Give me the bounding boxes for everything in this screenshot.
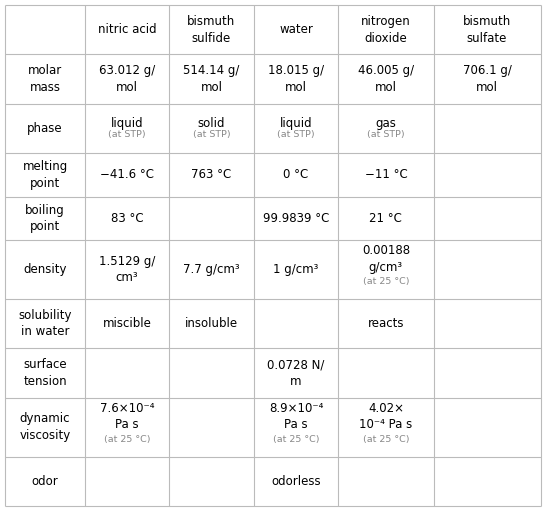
Text: molar
mass: molar mass [28,64,62,94]
Text: (at STP): (at STP) [367,130,405,139]
Text: 4.02×
10⁻⁴ Pa s: 4.02× 10⁻⁴ Pa s [359,402,413,431]
Text: −41.6 °C: −41.6 °C [100,169,154,181]
Text: (at 25 °C): (at 25 °C) [363,277,409,286]
Text: liquid: liquid [280,117,312,130]
Text: (at 25 °C): (at 25 °C) [273,434,319,444]
Text: (at STP): (at STP) [108,130,146,139]
Text: 0.0728 N/
m: 0.0728 N/ m [268,358,325,388]
Text: 83 °C: 83 °C [111,212,143,225]
Text: 7.7 g/cm³: 7.7 g/cm³ [183,263,240,276]
Text: nitric acid: nitric acid [98,24,156,36]
Text: 7.6×10⁻⁴
Pa s: 7.6×10⁻⁴ Pa s [100,402,154,431]
Text: 99.9839 °C: 99.9839 °C [263,212,329,225]
Text: boiling
point: boiling point [25,204,65,233]
Text: (at STP): (at STP) [193,130,230,139]
Text: −11 °C: −11 °C [365,169,407,181]
Text: density: density [23,263,67,276]
Text: 18.015 g/
mol: 18.015 g/ mol [268,64,324,94]
Text: 21 °C: 21 °C [370,212,402,225]
Text: 63.012 g/
mol: 63.012 g/ mol [99,64,155,94]
Text: 1.5129 g/
cm³: 1.5129 g/ cm³ [99,255,155,285]
Text: 706.1 g/
mol: 706.1 g/ mol [462,64,512,94]
Text: odor: odor [32,475,58,487]
Text: phase: phase [27,122,63,135]
Text: 763 °C: 763 °C [191,169,232,181]
Text: bismuth
sulfide: bismuth sulfide [187,15,235,44]
Text: 1 g/cm³: 1 g/cm³ [274,263,319,276]
Text: dynamic
viscosity: dynamic viscosity [20,412,70,442]
Text: melting
point: melting point [22,160,68,190]
Text: 8.9×10⁻⁴
Pa s: 8.9×10⁻⁴ Pa s [269,402,323,431]
Text: 0 °C: 0 °C [283,169,308,181]
Text: 46.005 g/
mol: 46.005 g/ mol [358,64,414,94]
Text: bismuth
sulfate: bismuth sulfate [463,15,511,44]
Text: nitrogen
dioxide: nitrogen dioxide [361,15,411,44]
Text: odorless: odorless [271,475,321,487]
Text: solid: solid [198,117,225,130]
Text: surface
tension: surface tension [23,358,67,388]
Text: 514.14 g/
mol: 514.14 g/ mol [183,64,240,94]
Text: (at 25 °C): (at 25 °C) [363,434,409,444]
Text: water: water [279,24,313,36]
Text: solubility
in water: solubility in water [19,309,72,338]
Text: (at 25 °C): (at 25 °C) [104,434,150,444]
Text: 0.00188
g/cm³: 0.00188 g/cm³ [362,244,410,274]
Text: miscible: miscible [103,317,151,330]
Text: insoluble: insoluble [185,317,238,330]
Text: reacts: reacts [367,317,404,330]
Text: liquid: liquid [111,117,143,130]
Text: (at STP): (at STP) [277,130,315,139]
Text: gas: gas [376,117,396,130]
